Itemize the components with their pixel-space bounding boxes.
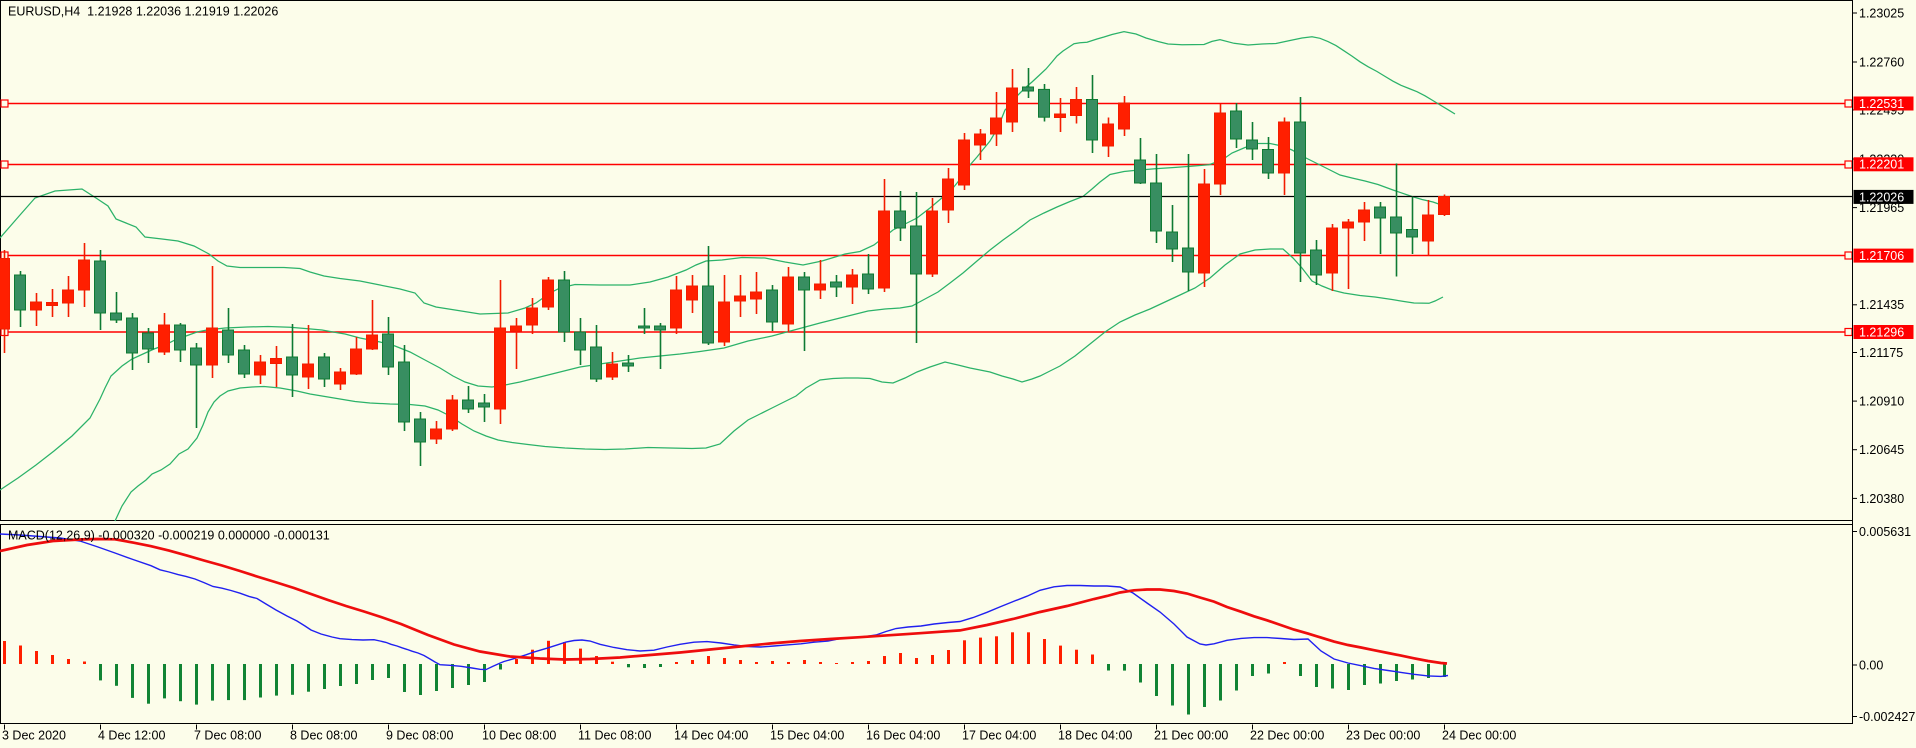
svg-text:24 Dec 00:00: 24 Dec 00:00: [1442, 729, 1516, 743]
svg-text:1.22026: 1.22026: [1859, 190, 1904, 204]
svg-text:1.20380: 1.20380: [1859, 492, 1904, 506]
svg-text:0.00: 0.00: [1859, 658, 1883, 672]
svg-text:14 Dec 04:00: 14 Dec 04:00: [674, 729, 748, 743]
svg-text:EURUSD,H4 1.21928 1.22036 1.2: EURUSD,H4 1.21928 1.22036 1.21919 1.2202…: [8, 5, 278, 19]
svg-text:15 Dec 04:00: 15 Dec 04:00: [770, 729, 844, 743]
svg-text:1.21706: 1.21706: [1859, 249, 1904, 263]
svg-text:11 Dec 08:00: 11 Dec 08:00: [578, 729, 651, 743]
svg-text:1.21965: 1.21965: [1859, 201, 1904, 215]
svg-text:17 Dec 04:00: 17 Dec 04:00: [962, 729, 1036, 743]
svg-text:MACD(12,26,9) -0.000320 -0.000: MACD(12,26,9) -0.000320 -0.000219 0.0000…: [8, 529, 330, 543]
svg-text:16 Dec 04:00: 16 Dec 04:00: [866, 729, 940, 743]
svg-text:1.21175: 1.21175: [1859, 346, 1903, 360]
svg-text:23 Dec 00:00: 23 Dec 00:00: [1346, 729, 1420, 743]
svg-text:7 Dec 08:00: 7 Dec 08:00: [194, 729, 261, 743]
svg-text:1.22201: 1.22201: [1859, 158, 1904, 172]
svg-text:-0.002427: -0.002427: [1859, 710, 1915, 724]
svg-text:1.23025: 1.23025: [1859, 6, 1904, 20]
svg-text:10 Dec 08:00: 10 Dec 08:00: [482, 729, 556, 743]
svg-text:18 Dec 04:00: 18 Dec 04:00: [1058, 729, 1132, 743]
svg-text:1.22531: 1.22531: [1859, 97, 1904, 111]
svg-text:1.21435: 1.21435: [1859, 298, 1904, 312]
svg-text:21 Dec 00:00: 21 Dec 00:00: [1154, 729, 1228, 743]
svg-text:0.005631: 0.005631: [1859, 525, 1911, 539]
svg-text:1.20910: 1.20910: [1859, 395, 1904, 409]
svg-text:1.21296: 1.21296: [1859, 325, 1904, 339]
svg-text:9 Dec 08:00: 9 Dec 08:00: [386, 729, 453, 743]
svg-text:1.22760: 1.22760: [1859, 55, 1904, 69]
svg-text:3 Dec 2020: 3 Dec 2020: [2, 729, 66, 743]
svg-text:8 Dec 08:00: 8 Dec 08:00: [290, 729, 357, 743]
svg-text:1.20645: 1.20645: [1859, 443, 1904, 457]
svg-text:4 Dec 12:00: 4 Dec 12:00: [98, 729, 165, 743]
svg-text:22 Dec 00:00: 22 Dec 00:00: [1250, 729, 1324, 743]
